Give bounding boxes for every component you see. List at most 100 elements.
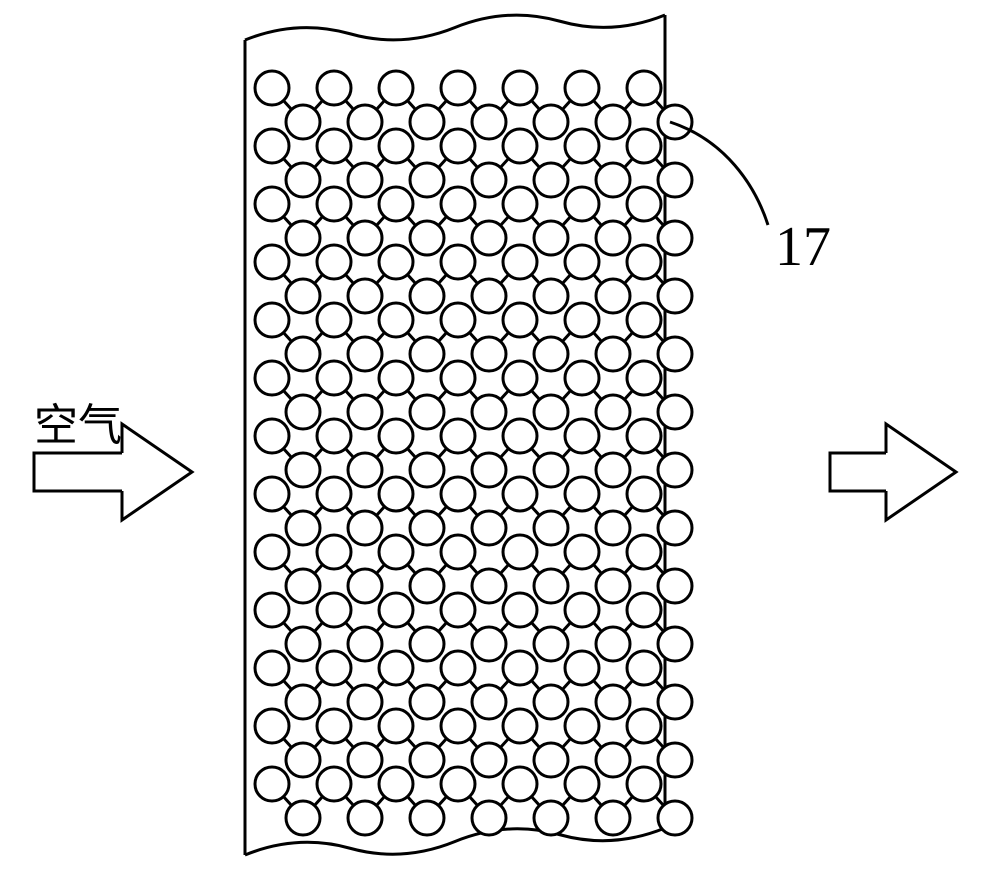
grid-circle <box>472 279 506 313</box>
grid-circle <box>317 477 351 511</box>
grid-circle <box>348 105 382 139</box>
grid-circle <box>410 279 444 313</box>
grid-circle <box>317 709 351 743</box>
grid-circle <box>472 627 506 661</box>
grid-circle <box>565 709 599 743</box>
grid-circle <box>317 767 351 801</box>
grid-circle <box>286 569 320 603</box>
grid-circle <box>503 593 537 627</box>
grid-circle <box>472 743 506 777</box>
grid-circle <box>348 743 382 777</box>
arrow-left-shaft <box>34 453 122 491</box>
grid-circle <box>596 337 630 371</box>
grid-circle <box>348 627 382 661</box>
grid-circle <box>565 651 599 685</box>
grid-circle <box>441 71 475 105</box>
grid-circle <box>348 395 382 429</box>
grid-circle <box>596 279 630 313</box>
grid-circle <box>317 535 351 569</box>
grid-circle <box>255 651 289 685</box>
grid-circle <box>534 627 568 661</box>
grid-circle <box>255 129 289 163</box>
grid-circle <box>441 709 475 743</box>
grid-circle <box>379 767 413 801</box>
grid-circle <box>379 535 413 569</box>
grid-circle <box>565 245 599 279</box>
grid-circle <box>379 709 413 743</box>
grid-circle <box>503 71 537 105</box>
grid-circle <box>286 801 320 835</box>
grid-circle <box>658 337 692 371</box>
grid-circle <box>441 129 475 163</box>
grid-circle <box>658 453 692 487</box>
grid-circle <box>565 535 599 569</box>
grid-circle <box>472 105 506 139</box>
grid-circle <box>379 245 413 279</box>
grid-circle <box>255 245 289 279</box>
grid-circle <box>286 395 320 429</box>
grid-circle <box>317 361 351 395</box>
grid-circle <box>286 627 320 661</box>
grid-circle <box>627 535 661 569</box>
grid-circle <box>503 651 537 685</box>
grid-circle <box>534 279 568 313</box>
grid-circle <box>565 129 599 163</box>
grid-circle <box>596 511 630 545</box>
grid-circle <box>379 651 413 685</box>
grid-circle <box>441 419 475 453</box>
grid-circle <box>286 453 320 487</box>
grid-circle <box>596 221 630 255</box>
grid-circle <box>317 303 351 337</box>
grid-circle <box>348 337 382 371</box>
arrow-left-head <box>122 424 192 520</box>
panel-top-edge <box>245 15 665 40</box>
grid-circle <box>379 71 413 105</box>
grid-circle <box>472 453 506 487</box>
grid-circle <box>255 477 289 511</box>
grid-circle <box>534 221 568 255</box>
grid-circle <box>627 303 661 337</box>
grid-circle <box>627 709 661 743</box>
grid-circle <box>410 453 444 487</box>
grid-circle <box>503 129 537 163</box>
grid-circle <box>379 419 413 453</box>
grid-circle <box>286 743 320 777</box>
grid-circle <box>503 767 537 801</box>
grid-circle <box>286 337 320 371</box>
grid-circle <box>472 395 506 429</box>
grid-circle <box>286 221 320 255</box>
arrow-right-shaft <box>830 453 886 491</box>
grid-circle <box>317 187 351 221</box>
grid-circle <box>503 535 537 569</box>
grid-circle <box>596 395 630 429</box>
grid-circle <box>534 685 568 719</box>
grid-circle <box>503 709 537 743</box>
grid-circle <box>534 801 568 835</box>
grid-circle <box>348 801 382 835</box>
grid-circle <box>379 187 413 221</box>
grid-circle <box>410 801 444 835</box>
grid-circle <box>596 105 630 139</box>
grid-circle <box>441 187 475 221</box>
grid-circle <box>410 163 444 197</box>
grid-circle <box>379 303 413 337</box>
arrow-right-head <box>886 424 956 520</box>
grid-circle <box>596 163 630 197</box>
grid-circle <box>255 361 289 395</box>
grid-circle <box>410 395 444 429</box>
grid-circle <box>627 767 661 801</box>
grid-circle <box>472 685 506 719</box>
grid-circle <box>441 361 475 395</box>
grid-circle <box>627 245 661 279</box>
grid-circle <box>565 303 599 337</box>
grid-circle <box>503 187 537 221</box>
grid-circle <box>658 743 692 777</box>
grid-circle <box>255 419 289 453</box>
grid-circle <box>472 511 506 545</box>
grid-circle <box>596 569 630 603</box>
grid-circle <box>596 685 630 719</box>
grid-circle <box>534 337 568 371</box>
grid-circle <box>658 511 692 545</box>
grid-circle <box>317 651 351 685</box>
grid-circle <box>410 569 444 603</box>
